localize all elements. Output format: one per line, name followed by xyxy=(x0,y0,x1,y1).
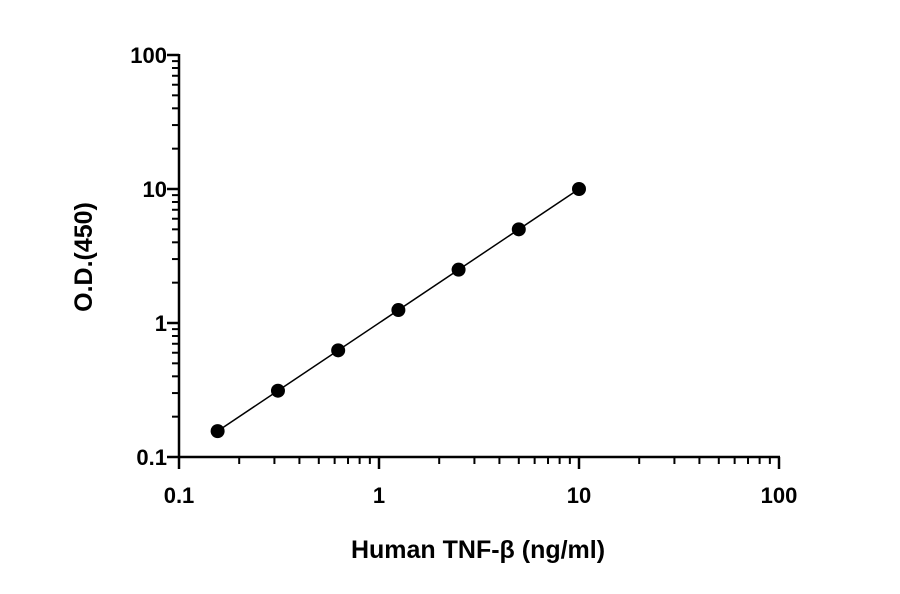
data-point xyxy=(331,343,346,358)
data-point xyxy=(391,303,406,318)
y-tick-label: 1 xyxy=(155,311,167,336)
data-point xyxy=(572,182,586,196)
data-point xyxy=(451,262,466,277)
data-points xyxy=(210,182,586,439)
x-tick-label: 10 xyxy=(567,483,591,508)
y-tick-label: 10 xyxy=(143,177,167,202)
y-tick-label: 0.1 xyxy=(136,445,167,470)
data-point xyxy=(511,222,526,237)
data-point xyxy=(210,424,225,439)
data-point xyxy=(270,383,285,398)
x-tick-label: 100 xyxy=(761,483,798,508)
x-tick-label: 1 xyxy=(373,483,385,508)
axes xyxy=(177,54,780,459)
ticks xyxy=(167,53,781,469)
y-tick-label: 100 xyxy=(130,43,167,68)
x-axis-title: Human TNF-β (ng/ml) xyxy=(351,536,605,564)
tick-labels: 0.1 1 10 100 0.1 1 10 100 xyxy=(130,43,797,508)
x-tick-label: 0.1 xyxy=(164,483,195,508)
y-axis-title: O.D.(450) xyxy=(70,202,98,312)
